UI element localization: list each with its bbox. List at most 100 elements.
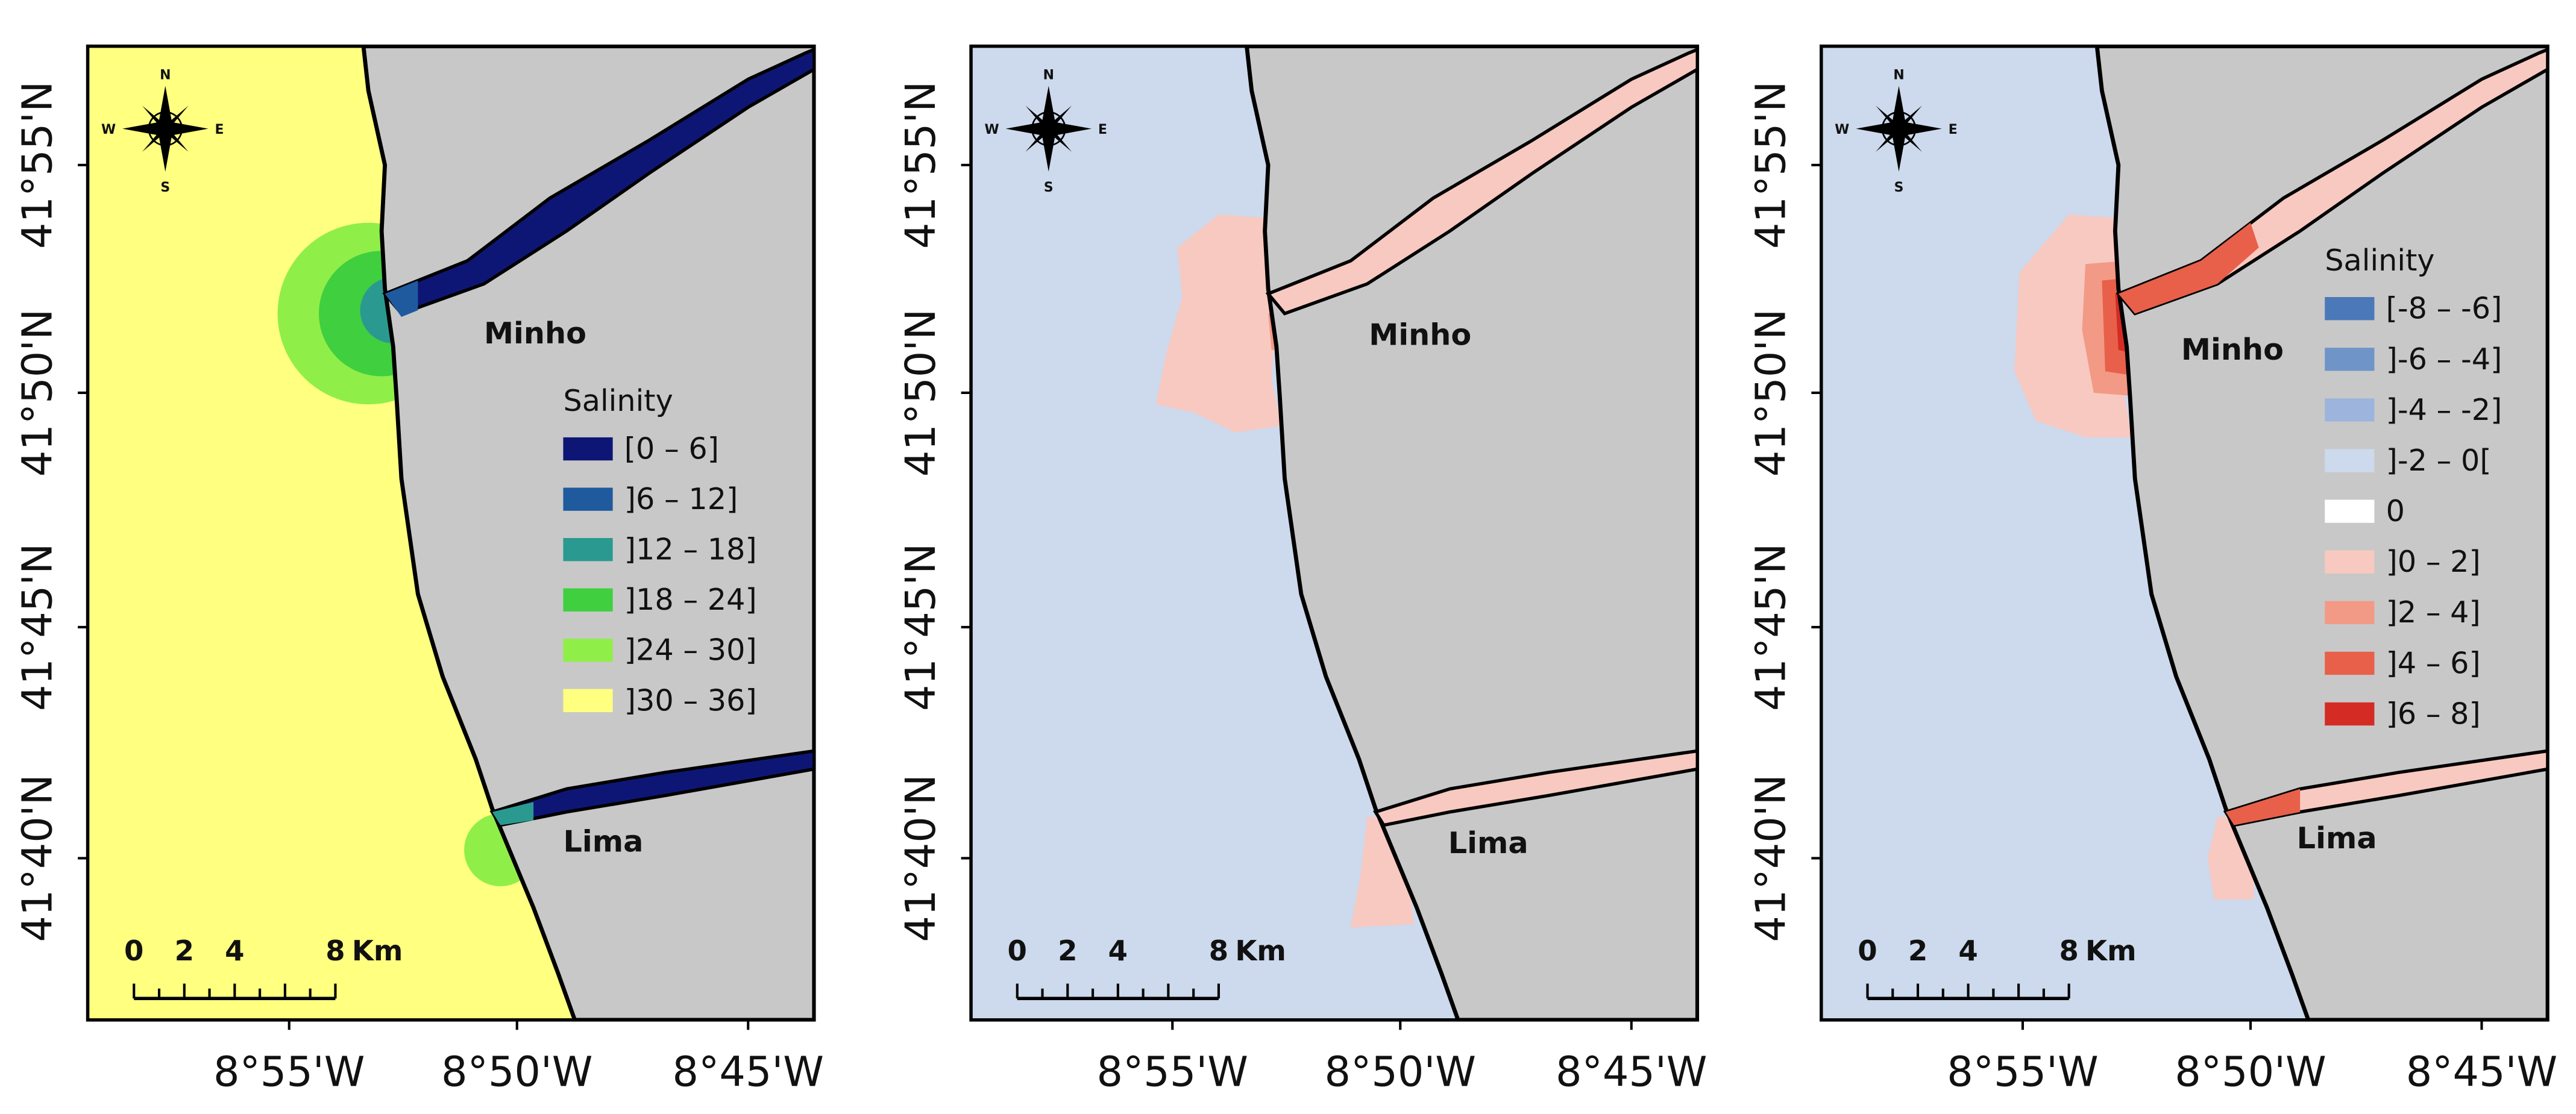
- map: [1821, 46, 2548, 1020]
- scale-label: 0: [1858, 934, 1877, 967]
- legend-title: Salinity: [2325, 243, 2434, 278]
- place-label: Minho: [484, 316, 586, 351]
- legend-title: Salinity: [563, 383, 673, 418]
- lat-label: 41°55'N: [897, 81, 945, 249]
- legend-swatch: [2325, 601, 2375, 624]
- lat-label: 41°40'N: [897, 774, 945, 942]
- frame: [1820, 44, 2549, 1022]
- scale-label: 8: [1209, 934, 1228, 967]
- scale-label: 4: [225, 934, 244, 967]
- lat-label: 41°50'N: [13, 309, 61, 477]
- scale-unit: Km: [2085, 934, 2137, 967]
- scale-label: 0: [1008, 934, 1027, 967]
- scale-label: 2: [1908, 934, 1927, 967]
- legend-label: ]12 – 18]: [624, 532, 757, 567]
- legend-swatch: [563, 588, 613, 612]
- lat-label: 41°40'N: [1747, 774, 1795, 942]
- lat-label: 41°55'N: [1747, 81, 1795, 249]
- legend-label: 0: [2386, 493, 2405, 528]
- legend-label: ]18 – 24]: [624, 582, 757, 617]
- legend-swatch: [2325, 449, 2375, 472]
- legend-swatch: [2325, 499, 2375, 523]
- panel-difference-classes: Minho Lima 41°55'N 41°50'N 41°45'N 41°40'N 8…: [1747, 44, 2557, 1096]
- scale-label: 0: [124, 934, 143, 967]
- lon-label: 8°55'W: [1947, 1048, 2098, 1096]
- legend: Salinity [-8 – -6] ]-6 – -4] ]-4 – -2] ]-2 –…: [2325, 243, 2502, 731]
- compass-label: N: [160, 67, 171, 83]
- lat-label: 41°40'N: [13, 774, 61, 942]
- legend-swatch: [563, 537, 613, 562]
- scale-label: 2: [175, 934, 194, 967]
- lon-label: 8°50'W: [1325, 1048, 1476, 1096]
- scale-unit: Km: [1235, 934, 1286, 967]
- legend-swatch: [563, 437, 613, 461]
- scale-label: 2: [1058, 934, 1077, 967]
- legend-swatch: [2325, 651, 2375, 675]
- compass-label: E: [215, 122, 224, 137]
- lon-label: 8°50'W: [2175, 1048, 2326, 1096]
- legend: Salinity [0 – 6] ]6 – 12] ]12 – 18] ]18 – 24…: [563, 383, 757, 718]
- frame: [969, 44, 1700, 1022]
- river-mouth: [2118, 222, 2259, 314]
- lat-label: 41°55'N: [13, 81, 61, 249]
- river-mouth: [492, 802, 534, 825]
- lat-label: 41°50'N: [1747, 309, 1795, 477]
- lon-label: 8°55'W: [1097, 1048, 1248, 1096]
- compass-label: W: [1835, 122, 1849, 137]
- legend-swatch: [2325, 297, 2375, 321]
- compass-label: W: [984, 122, 999, 137]
- place-label: Lima: [563, 824, 643, 859]
- lat-label: 41°50'N: [897, 309, 945, 477]
- legend-label: ]6 – 12]: [624, 481, 738, 516]
- lon-label: 8°55'W: [213, 1048, 365, 1096]
- scale-unit: Km: [352, 934, 403, 967]
- lat-label: 41°45'N: [897, 543, 945, 712]
- lon-label: 8°45'W: [2406, 1048, 2557, 1096]
- legend-label: ]2 – 4]: [2386, 595, 2481, 630]
- place-label: Minho: [1369, 318, 1471, 352]
- panel-difference: Minho Lima 41°55'N 41°50'N 41°45'N 41°40'N 8…: [897, 44, 1707, 1096]
- legend-label: [0 – 6]: [624, 431, 719, 466]
- map: [87, 46, 814, 1020]
- compass-label: N: [1043, 67, 1054, 83]
- legend-swatch: [2325, 702, 2375, 726]
- lon-label: 8°45'W: [1556, 1048, 1707, 1096]
- river-mouth: [385, 280, 418, 317]
- legend-swatch: [2325, 348, 2375, 371]
- legend-label: ]6 – 8]: [2386, 696, 2481, 731]
- compass-label: S: [1894, 180, 1904, 195]
- legend-label: ]4 – 6]: [2386, 645, 2481, 680]
- plume: [1155, 214, 1282, 433]
- compass-label: E: [1098, 122, 1107, 137]
- river-mouth: [2225, 789, 2301, 825]
- place-label: Lima: [2297, 821, 2377, 856]
- legend-label: [-8 – -6]: [2386, 291, 2502, 326]
- compass-label: S: [160, 180, 170, 195]
- scale-label: 4: [1958, 934, 1978, 967]
- scale-label: 4: [1108, 934, 1128, 967]
- frame: [86, 44, 816, 1022]
- legend-label: ]0 – 2]: [2386, 544, 2481, 579]
- compass-label: N: [1893, 67, 1904, 83]
- place-label: Minho: [2181, 332, 2284, 367]
- legend-label: ]30 – 36]: [624, 683, 757, 718]
- lat-label: 41°45'N: [1747, 543, 1795, 712]
- legend-label: ]-6 – -4]: [2386, 342, 2502, 377]
- legend-swatch: [2325, 398, 2375, 422]
- legend-swatch: [2325, 550, 2375, 574]
- legend-swatch: [563, 689, 613, 712]
- scale-label: 8: [2059, 934, 2078, 967]
- lat-label: 41°45'N: [13, 543, 61, 712]
- legend-label: ]-4 – -2]: [2386, 392, 2502, 427]
- lon-label: 8°45'W: [673, 1048, 824, 1096]
- legend-label: ]-2 – 0[: [2386, 443, 2492, 478]
- panel-salinity: Minho Lima 41°55'N 41°50'N 41°45'N 41°40'N 8…: [13, 44, 824, 1096]
- legend-swatch: [563, 487, 613, 511]
- scale-label: 8: [325, 934, 345, 967]
- legend-label: ]24 – 30]: [624, 633, 757, 668]
- compass-label: S: [1044, 180, 1054, 195]
- lon-label: 8°50'W: [441, 1048, 592, 1096]
